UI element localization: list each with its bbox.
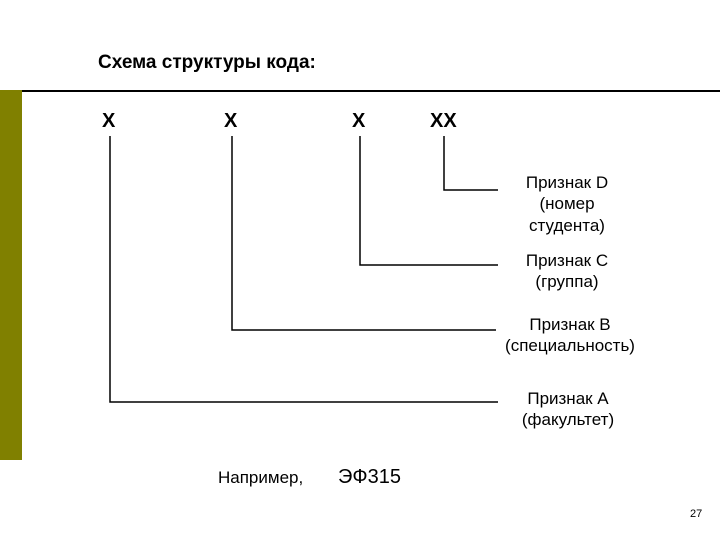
desc-b: Признак В (специальность) xyxy=(480,314,660,357)
bracket-b xyxy=(232,136,496,330)
example-code: ЭФ315 xyxy=(338,466,401,489)
bracket-d xyxy=(444,136,498,190)
desc-c: Признак С (группа) xyxy=(502,250,632,293)
example-label: Например, xyxy=(218,468,303,488)
desc-d: Признак D (номер студента) xyxy=(502,172,632,236)
bracket-a xyxy=(110,136,498,402)
bracket-c xyxy=(360,136,498,265)
desc-a: Признак А (факультет) xyxy=(498,388,638,431)
page-number: 27 xyxy=(690,508,702,520)
